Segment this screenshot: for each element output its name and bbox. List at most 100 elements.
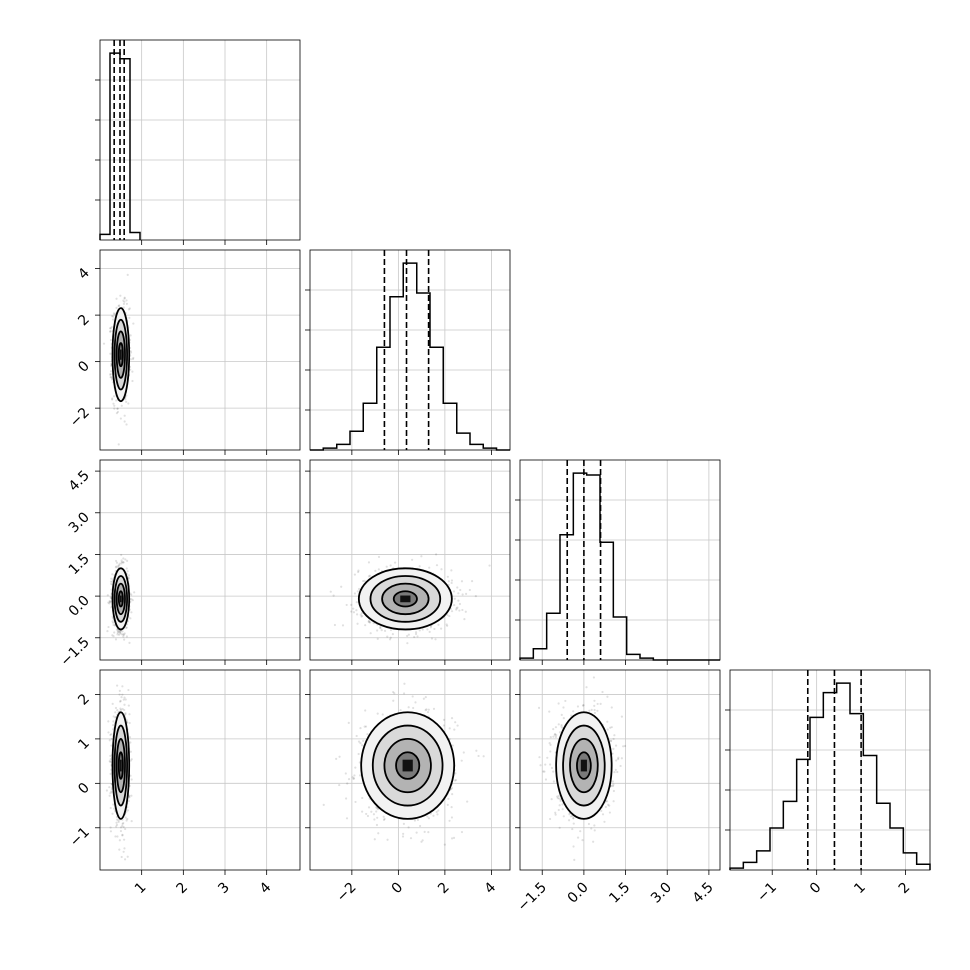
scatter-point (107, 625, 110, 629)
contour-line (117, 342, 124, 368)
scatter-point (109, 792, 112, 795)
scatter-point (448, 727, 451, 730)
scatter-point (361, 810, 364, 813)
scatter-point (133, 591, 136, 594)
scatter-point (131, 370, 134, 373)
scatter-point (108, 786, 111, 789)
scatter-point (123, 297, 126, 300)
contour-line (113, 318, 128, 391)
scatter-point (111, 728, 115, 731)
scatter-point (355, 734, 358, 738)
scatter-point (110, 790, 113, 793)
scatter-point (592, 676, 596, 679)
scatter-point (453, 603, 456, 607)
scatter-point (376, 808, 380, 811)
density-panel-1-2 (309, 459, 511, 661)
density-peak (402, 759, 413, 772)
scatter-point (354, 766, 357, 769)
scatter-point (116, 818, 119, 821)
scatter-point (122, 306, 125, 309)
panel-frame (729, 669, 931, 871)
scatter-point (450, 837, 454, 840)
scatter-point (109, 338, 113, 342)
scatter-point (424, 709, 427, 712)
contour-line (111, 711, 131, 820)
scatter-point (576, 836, 580, 839)
scatter-point (125, 400, 128, 403)
scatter-point (456, 606, 459, 609)
scatter-point (125, 626, 128, 630)
scatter-point (406, 642, 409, 645)
scatter-point (126, 570, 129, 573)
scatter-point (124, 713, 127, 716)
scatter-point (453, 597, 456, 600)
scatter-point (360, 612, 363, 615)
contour-line (117, 751, 124, 780)
scatter-point (130, 794, 133, 797)
scatter-point (460, 830, 464, 834)
scatter-point (122, 561, 125, 564)
scatter-point (130, 598, 133, 601)
scatter-point (461, 608, 464, 612)
scatter-point (129, 617, 132, 620)
scatter-point (129, 774, 132, 777)
scatter-point (128, 736, 132, 739)
scatter-point (363, 725, 366, 728)
scatter-point (435, 553, 438, 556)
scatter-point (389, 628, 393, 632)
scatter-point (351, 776, 354, 779)
scatter-point (470, 580, 474, 583)
scatter-point (119, 699, 122, 702)
density-panel-0-3 (99, 669, 301, 871)
scatter-point (355, 609, 358, 612)
scatter-point (357, 752, 360, 756)
scatter-point (131, 357, 135, 361)
scatter-point (115, 823, 119, 826)
scatter-point (121, 693, 124, 696)
scatter-point (116, 410, 120, 414)
scatter-point (109, 806, 112, 810)
scatter-point (385, 565, 388, 568)
scatter-point (341, 624, 345, 627)
scatter-point (123, 708, 126, 712)
scatter-point (122, 825, 125, 829)
scatter-point (129, 750, 132, 753)
scatter-point (389, 564, 392, 567)
scatter-point (112, 312, 116, 315)
scatter-point (338, 755, 341, 758)
scatter-point (117, 564, 120, 567)
scatter-point (125, 299, 128, 302)
scatter-point (389, 636, 392, 639)
scatter-point (368, 621, 371, 624)
scatter-point (447, 797, 450, 800)
scatter-point (107, 601, 110, 604)
scatter-point (461, 593, 464, 596)
scatter-point (430, 637, 434, 640)
scatter-point (123, 638, 126, 641)
scatter-point (391, 633, 394, 636)
scatter-point (119, 632, 122, 635)
scatter-point (127, 308, 130, 311)
scatter-point (123, 414, 126, 417)
histogram-series (99, 52, 141, 240)
scatter-point (407, 706, 410, 709)
scatter-point (123, 296, 126, 299)
scatter-point (112, 635, 115, 638)
scatter-point (130, 778, 133, 781)
scatter-point (376, 629, 379, 632)
scatter-point (121, 630, 124, 633)
scatter-point (416, 818, 420, 822)
scatter-point (116, 407, 119, 410)
density-panel-2-3 (519, 669, 721, 871)
scatter-point (115, 825, 118, 828)
scatter-point (126, 817, 129, 821)
scatter-point (130, 820, 133, 823)
scatter-point (123, 858, 127, 861)
scatter-point (352, 777, 355, 780)
scatter-point (354, 800, 357, 804)
scatter-point (121, 824, 124, 827)
scatter-point (377, 555, 381, 559)
scatter-point (608, 811, 612, 814)
scatter-point (111, 812, 114, 815)
